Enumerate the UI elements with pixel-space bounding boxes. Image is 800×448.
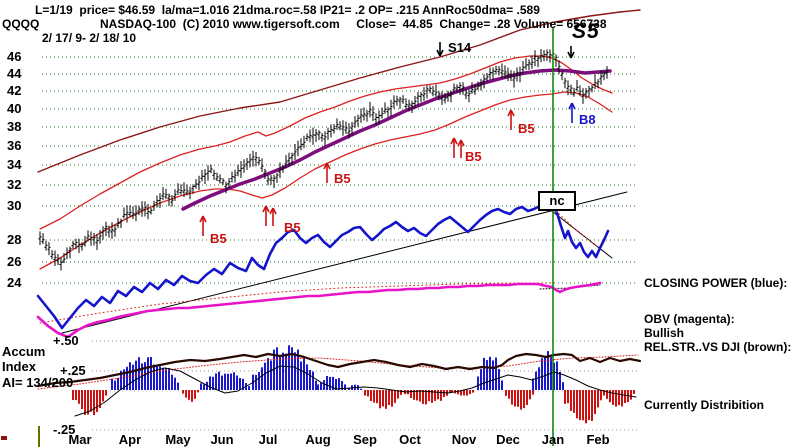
price-tick-label: 26 [7,254,22,269]
b8-signal-label: B8 [579,112,596,127]
signal-label-s5: S5 [572,20,600,43]
legend-obv-status: Bullish [644,326,685,340]
price-tick-label: 46 [7,49,22,64]
buy-arrow-icon [453,137,458,145]
lower-band [39,91,613,270]
rel-str-vs-dji-line [36,352,642,388]
buy-arrow-icon [269,207,274,215]
indicator-tick-label: +.25 [60,363,86,378]
indicator-readout-line: L=1/19 price= $46.59 la/ma=1.016 21dma.r… [35,3,540,17]
buy-arrow-icon [202,215,207,223]
sell-arrow-icon [436,49,441,57]
cp-dotted-guide [555,210,599,248]
month-label: Nov [451,432,477,447]
quote-summary-line: NASDAQ-100 (C) 2010 www.tigersoft.com Cl… [100,17,607,31]
price-tick-label: 40 [7,101,22,116]
sell-arrow-icon [570,51,575,59]
upper-band [39,55,613,230]
price-tick-label: 32 [7,177,22,192]
buy-arrow-icon [457,139,462,147]
month-label: Jan [541,432,565,447]
month-label: Aug [305,432,331,447]
b5-signal-label: B5 [284,220,301,235]
buy-arrow-icon [262,205,267,213]
buy-arrow-icon [568,102,573,110]
legend-closing-power: CLOSING POWER (blue): [644,276,788,290]
price-tick-label: 44 [7,66,22,81]
b5-signal-label: B5 [518,121,535,136]
accum-index-label-1: Accum [2,344,46,359]
resistance-line [37,9,641,173]
50dma-line [181,68,612,211]
price-tick-label: 36 [7,138,22,153]
sell-arrow-icon [439,49,444,57]
date-range: 2/ 17/ 9- 2/ 18/ 10 [42,31,137,45]
month-label: Apr [118,432,142,447]
b5-signal-label: B5 [465,149,482,164]
month-label: Mar [68,432,92,447]
legend-rel-str: REL.STR..VS DJI (brown): [644,340,792,354]
month-label: Sep [353,432,377,447]
buy-arrow-icon [450,137,455,145]
buy-arrow-icon [571,102,576,110]
price-tick-label: 30 [7,198,22,213]
price-tick-label: 24 [7,275,22,290]
month-label: Feb [586,432,610,447]
buy-arrow-icon [507,109,512,117]
b5-signal-label: B5 [210,231,227,246]
legend-current-status: Currently Distribition [644,398,765,412]
indicator-tick-label: -.25 [53,422,76,437]
buy-arrow-icon [326,162,331,170]
buy-arrow-icon [510,109,515,117]
obv-dotted-guide [39,282,555,324]
accum-index-value: AI= 134/200 [2,375,74,390]
corner-mark [1,436,7,440]
buy-arrow-icon [199,215,204,223]
month-label: Dec [496,432,520,447]
sell-arrow-icon [567,51,572,59]
buy-arrow-icon [272,207,277,215]
price-tick-label: 34 [7,157,22,172]
nc-label-box: nc [538,191,576,211]
buy-arrow-icon [323,162,328,170]
ai-moving-average [74,365,637,417]
price-tick-label: 38 [7,119,22,134]
ticker-symbol: QQQQ [2,17,40,31]
price-tick-label: 42 [7,83,22,98]
b5-signal-label: B5 [334,171,351,186]
obv-line [36,281,602,339]
indicator-tick-label: +.50 [53,333,79,348]
month-label: May [165,432,191,447]
month-label: Oct [399,432,421,447]
month-label: Jul [258,432,278,447]
ai-smoothed-line [37,354,639,390]
buy-arrow-icon [265,205,270,213]
month-label: Jun [210,432,234,447]
accum-index-label-2: Index [2,359,36,374]
s14-signal-label: S14 [448,40,472,55]
legend-obv: OBV (magenta): [644,312,735,326]
price-tick-label: 28 [7,232,22,247]
buy-arrow-icon [460,139,465,147]
